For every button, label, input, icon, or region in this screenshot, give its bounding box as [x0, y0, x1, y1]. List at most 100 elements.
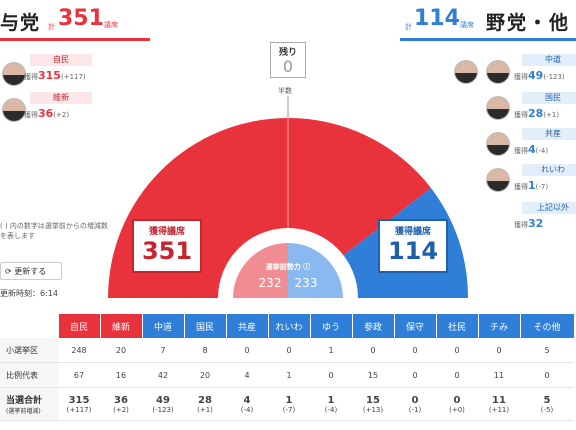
table-cell: 0 — [478, 338, 520, 363]
party-seats-chudo: 獲得49(-123) — [514, 69, 565, 82]
party-seats-kyosan: 獲得4(-4) — [514, 143, 549, 156]
party-name-kyosan: 共産 — [522, 128, 576, 140]
ruling-total-kei: 計 — [48, 23, 55, 31]
ruling-header: 与党 計 351 議席 — [0, 6, 150, 41]
table-header-row: 自民 維新 中道 国民 共産 れいわ ゆう 参政 保守 社民 チみ その他 — [0, 314, 575, 338]
party-name-ishin: 維新 — [30, 92, 92, 104]
table-cell: 8 — [184, 338, 226, 363]
opposition-seat-box: 獲得議席 114 — [378, 219, 448, 273]
opposition-header: 計 114 議席 野党・他 — [400, 6, 576, 41]
pre-election-opposition: 233 — [294, 276, 318, 290]
table-cell: 28 (+1) — [184, 387, 226, 421]
table-header-cell: ゆう — [310, 314, 353, 338]
table-cell: 0 — [268, 338, 310, 363]
table-cell: 4 — [226, 362, 268, 388]
table-cell: 16 — [100, 362, 142, 388]
party-seats-jimin: 獲得315(+117) — [24, 69, 86, 82]
table-cell: 315 (+117) — [58, 387, 100, 421]
table-cell: 5 (-5) — [520, 387, 574, 421]
party-leader-avatar — [486, 132, 510, 156]
table-header-cell: 保守 — [394, 314, 437, 338]
table-header-cell: 共産 — [226, 314, 269, 338]
table-header-cell: れいわ — [268, 314, 311, 338]
table-header-cell: 中道 — [142, 314, 185, 338]
opposition-seat-box-value: 114 — [387, 237, 439, 265]
table-cell: 7 — [142, 338, 184, 363]
opposition-total-seats: 114 — [414, 6, 460, 31]
table-cell: 42 — [142, 362, 184, 388]
refresh-icon: ⟳ — [5, 267, 12, 276]
opposition-seat-box-label: 獲得議席 — [394, 227, 431, 237]
table-cell: 0 — [436, 338, 478, 363]
table-cell: 0 — [310, 362, 352, 388]
table-cell: 5 — [520, 338, 574, 363]
party-leader-avatar — [2, 98, 26, 122]
table-cell: 20 — [100, 338, 142, 363]
remaining-value: 0 — [282, 57, 294, 76]
pre-election-right — [288, 243, 343, 298]
party-name-kokumin: 国民 — [522, 92, 576, 104]
half-label: 半数 — [278, 87, 292, 95]
table-cell: 0 — [436, 362, 478, 388]
table-cell: 1 — [310, 338, 352, 363]
update-button-label: 更新する — [14, 267, 47, 276]
party-seats-kokumin: 獲得28(+1) — [514, 107, 560, 120]
table-cell: 1 (-7) — [268, 387, 310, 421]
change-note: ( ) 内の数字は選挙前からの増減数を表します — [0, 222, 108, 240]
table-cell: 0 (+0) — [436, 387, 478, 421]
party-name-jimin: 自民 — [30, 54, 92, 66]
opposition-total-kei: 計 — [405, 23, 412, 31]
party-leader-avatar — [486, 60, 510, 84]
remaining-label: 残り — [278, 48, 297, 58]
table-header-cell: 参政 — [352, 314, 395, 338]
party-seats-reiwa: 獲得1(-7) — [514, 179, 549, 192]
party-leader-avatar — [2, 62, 26, 86]
party-seats-ishin: 獲得36(+2) — [24, 107, 70, 120]
table-row-total: 当選合計 (選挙前増減) 315 (+117) 36 (+2) 49 (-123) 28… — [0, 387, 574, 421]
opposition-title: 野党・他 — [486, 12, 571, 34]
pre-election-label: 選挙前勢力 ⓘ — [265, 263, 311, 271]
info-icon[interactable]: ⓘ — [303, 263, 311, 271]
ruling-title: 与党 — [0, 12, 41, 34]
table-cell: 0 — [520, 362, 574, 388]
party-leader-avatar — [454, 60, 478, 84]
table-cell: 11 (+11) — [478, 387, 520, 421]
table-row-single-seat: 小選挙区 248 20 7 8 0 0 1 0 0 0 0 5 — [0, 338, 574, 363]
table-cell: 15 (+13) — [352, 387, 394, 421]
party-seats-others: 獲得32 — [514, 217, 544, 230]
party-leader-avatar — [486, 96, 510, 120]
table-cell: 20 — [184, 362, 226, 388]
party-name-reiwa: れいわ — [522, 164, 576, 176]
table-cell: 248 — [58, 338, 100, 363]
table-cell: 0 — [352, 338, 394, 363]
table-header-cell: 維新 — [100, 314, 143, 338]
row-label: 小選挙区 — [0, 338, 58, 363]
table-cell: 0 — [226, 338, 268, 363]
ruling-seat-box-label: 獲得議席 — [148, 227, 185, 237]
table-cell: 11 — [478, 362, 520, 388]
row-label: 当選合計 (選挙前増減) — [0, 387, 58, 421]
table-cell: 0 (-1) — [394, 387, 436, 421]
table-cell: 67 — [58, 362, 100, 388]
update-time: 更新時刻：6:14 — [0, 289, 58, 298]
table-cell: 0 — [394, 362, 436, 388]
table-cell: 1 (-4) — [310, 387, 352, 421]
table-cell: 4 (-4) — [226, 387, 268, 421]
table-header-cell: 自民 — [58, 314, 101, 338]
party-name-others: 上記以外 — [522, 202, 576, 214]
remaining-seats-box: 残り 0 — [270, 42, 306, 78]
table-header-cell: その他 — [520, 314, 575, 338]
party-leader-avatar — [486, 168, 510, 192]
ruling-seat-box-value: 351 — [141, 237, 193, 265]
pre-election-ruling: 232 — [258, 276, 282, 290]
table-cell: 15 — [352, 362, 394, 388]
ruling-total-seats: 351 — [58, 6, 104, 31]
table-header-cell: 社民 — [436, 314, 479, 338]
table-header-cell: 国民 — [184, 314, 227, 338]
row-label: 比例代表 — [0, 362, 58, 388]
results-table: 自民 維新 中道 国民 共産 れいわ ゆう 参政 保守 社民 チみ その他 小選… — [0, 314, 575, 421]
update-button[interactable]: ⟳ 更新する — [0, 262, 62, 280]
ruling-total-unit: 議席 — [104, 21, 118, 29]
table-cell: 49 (-123) — [142, 387, 184, 421]
table-cell: 36 (+2) — [100, 387, 142, 421]
